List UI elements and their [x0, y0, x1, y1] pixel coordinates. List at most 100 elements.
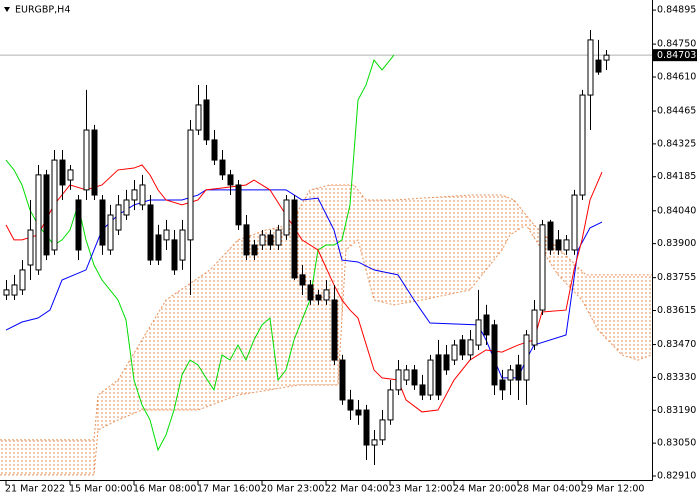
- candle-body: [307, 284, 314, 301]
- candle-body: [579, 94, 586, 196]
- candle-body: [571, 194, 578, 251]
- candle-body: [171, 239, 178, 271]
- y-tick-label: 0.83470: [657, 339, 696, 350]
- candle-body: [299, 274, 306, 286]
- y-tick-label: 0.84325: [657, 138, 696, 149]
- tenkan-line: [5, 164, 603, 413]
- candle-body: [555, 239, 562, 251]
- candle-body: [323, 289, 330, 301]
- candle-body: [547, 221, 554, 251]
- current-price-label: 0.84703: [657, 50, 696, 61]
- candle-body: [483, 314, 490, 336]
- plot-area: [0, 30, 653, 476]
- candle-body: [43, 174, 50, 256]
- candle-body: [539, 224, 546, 311]
- y-tick-label: 0.84040: [657, 205, 696, 216]
- kijun-line: [5, 189, 603, 379]
- candle-body: [27, 229, 34, 266]
- candle-body: [163, 229, 170, 241]
- candle-body: [491, 324, 498, 386]
- y-tick-label: 0.83900: [657, 238, 696, 249]
- symbol-menu-arrow[interactable]: [4, 7, 10, 12]
- candle-body: [531, 309, 538, 346]
- candle-body: [203, 99, 210, 141]
- candle-body: [275, 229, 282, 246]
- candle-body: [99, 199, 106, 246]
- x-tick-label: 21 Mar 2022: [5, 484, 65, 495]
- candle-body: [395, 369, 402, 391]
- candle-body: [419, 384, 426, 396]
- candle-body: [259, 234, 266, 246]
- x-tick-label: 23 Mar 12:00: [389, 484, 452, 495]
- candle-body: [107, 214, 114, 251]
- candle-body: [339, 359, 346, 401]
- x-tick-label: 28 Mar 04:00: [517, 484, 580, 495]
- candle-body: [147, 204, 154, 261]
- candle-body: [499, 379, 506, 391]
- candle-body: [91, 129, 98, 196]
- candle-body: [475, 319, 482, 346]
- candle-body: [411, 369, 418, 386]
- y-tick-label: 0.83330: [657, 372, 696, 383]
- y-tick-label: 0.83615: [657, 305, 696, 316]
- candle-body: [363, 409, 370, 446]
- x-tick-label: 17 Mar 16:00: [197, 484, 260, 495]
- y-tick-label: 0.84895: [657, 5, 696, 16]
- y-tick-label: 0.83190: [657, 405, 696, 416]
- x-tick-label: 24 Mar 20:00: [453, 484, 516, 495]
- x-tick-label: 29 Mar 12:00: [581, 484, 644, 495]
- candle-body: [347, 399, 354, 411]
- cloud-boundary: [0, 184, 652, 441]
- candle-body: [11, 284, 18, 296]
- candle-body: [603, 54, 610, 61]
- candle-body: [355, 409, 362, 416]
- candle-body: [427, 359, 434, 396]
- candle-body: [19, 269, 26, 291]
- candle-body: [267, 234, 274, 246]
- x-tick-label: 20 Mar 23:00: [261, 484, 324, 495]
- candle-body: [243, 224, 250, 256]
- candle-body: [291, 199, 298, 279]
- candle-body: [331, 299, 338, 361]
- candle-body: [251, 244, 258, 256]
- candle-body: [67, 169, 74, 181]
- x-tick-label: 16 Mar 08:00: [133, 484, 196, 495]
- current-price-box: [653, 49, 697, 62]
- y-tick-label: 0.84610: [657, 71, 696, 82]
- candle-body: [315, 294, 322, 301]
- candle-body: [459, 339, 466, 356]
- candle-body: [155, 234, 162, 261]
- y-tick-label: 0.84465: [657, 106, 696, 117]
- x-tick-label: 22 Mar 04:00: [325, 484, 388, 495]
- candle-body: [227, 174, 234, 186]
- x-tick-label: 15 Mar 00:00: [69, 484, 132, 495]
- candle-body: [35, 174, 42, 271]
- candle-body: [443, 354, 450, 371]
- y-tick-label: 0.83755: [657, 272, 696, 283]
- candle-body: [123, 199, 130, 216]
- candle-body: [51, 159, 58, 251]
- candle-body: [387, 389, 394, 421]
- y-tick-label: 0.84750: [657, 39, 696, 50]
- y-tick-label: 0.84185: [657, 171, 696, 182]
- candle-body: [131, 189, 138, 201]
- candle-body: [507, 369, 514, 381]
- candle-body: [83, 129, 90, 191]
- candle-body: [467, 339, 474, 356]
- candle-body: [379, 419, 386, 441]
- chart-title: EURGBP,H4: [15, 5, 70, 16]
- y-tick-label: 0.83050: [657, 438, 696, 449]
- cloud-fill: [0, 184, 652, 475]
- candle-body: [115, 204, 122, 231]
- candle-body: [75, 199, 82, 251]
- candle-body: [187, 129, 194, 241]
- candle-body: [219, 159, 226, 176]
- candle-body: [139, 184, 146, 206]
- candle-body: [515, 364, 522, 381]
- candle-body: [595, 59, 602, 73]
- candle-body: [283, 199, 290, 236]
- candle-body: [523, 334, 530, 381]
- candle-body: [371, 439, 378, 446]
- candle-body: [435, 354, 442, 396]
